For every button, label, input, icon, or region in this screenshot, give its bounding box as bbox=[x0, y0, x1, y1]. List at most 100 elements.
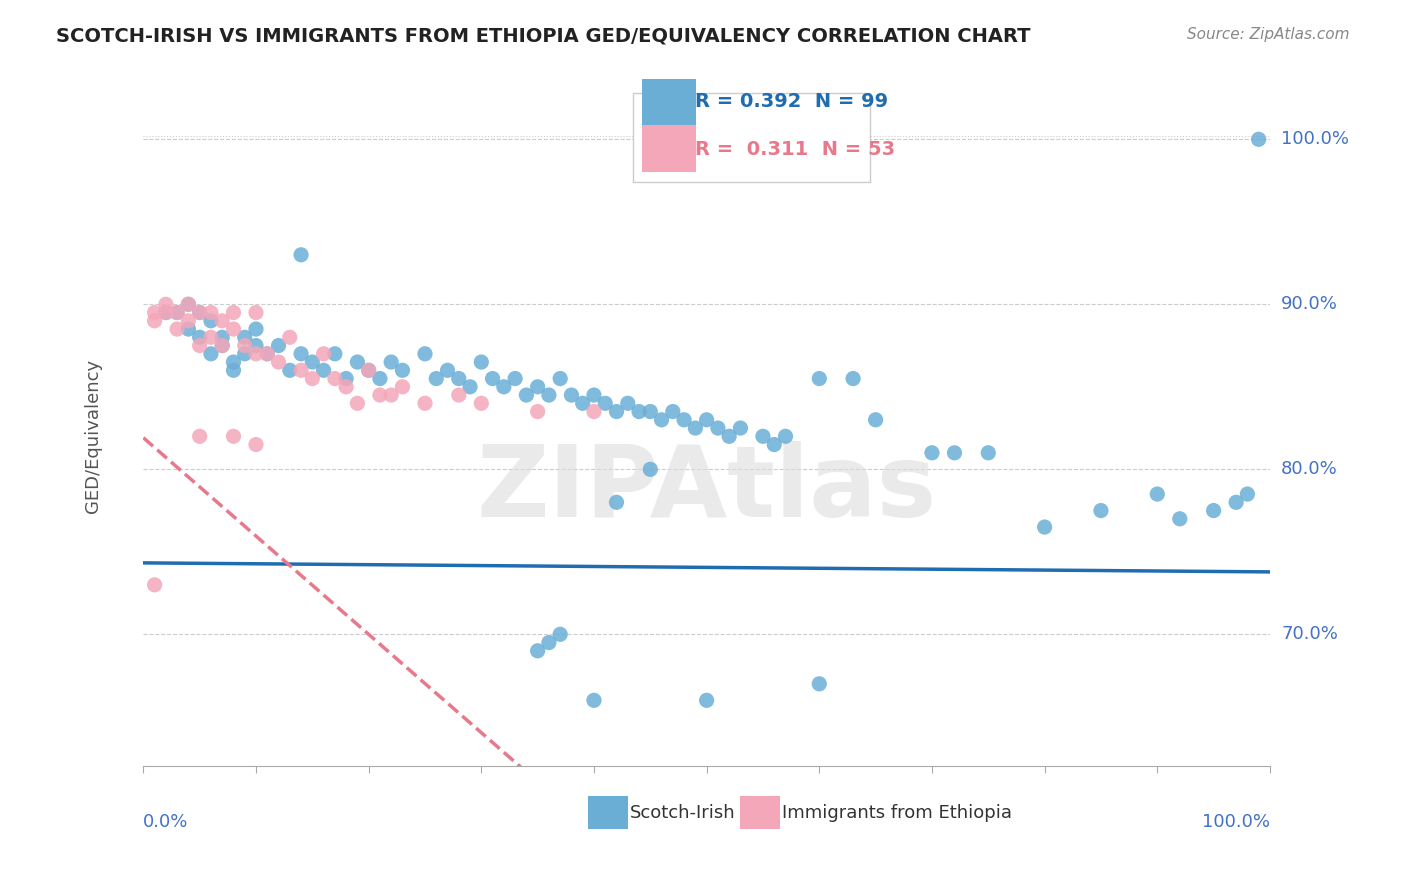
Point bbox=[616, 396, 638, 410]
Point bbox=[380, 388, 402, 402]
Point bbox=[481, 371, 503, 385]
Point bbox=[628, 404, 651, 418]
Text: Scotch-Irish: Scotch-Irish bbox=[630, 804, 735, 822]
Point bbox=[560, 388, 582, 402]
Point bbox=[707, 421, 730, 435]
Point bbox=[458, 380, 481, 394]
Point bbox=[1247, 132, 1270, 146]
Point bbox=[301, 355, 323, 369]
Point bbox=[155, 305, 177, 319]
Point bbox=[651, 413, 673, 427]
Point bbox=[233, 338, 256, 352]
Point bbox=[548, 627, 571, 641]
Point bbox=[143, 305, 166, 319]
Point bbox=[593, 396, 616, 410]
Point bbox=[640, 404, 662, 418]
Point bbox=[278, 330, 301, 344]
Point bbox=[1202, 503, 1225, 517]
Point bbox=[278, 363, 301, 377]
Point bbox=[526, 380, 548, 394]
Point bbox=[301, 371, 323, 385]
Point bbox=[1033, 520, 1056, 534]
Point bbox=[155, 297, 177, 311]
Text: ZIPAtlas: ZIPAtlas bbox=[477, 441, 936, 538]
Point bbox=[537, 388, 560, 402]
Point bbox=[413, 347, 436, 361]
Point bbox=[763, 437, 786, 451]
Point bbox=[155, 305, 177, 319]
Point bbox=[245, 347, 267, 361]
Point bbox=[177, 297, 200, 311]
Point bbox=[752, 429, 775, 443]
FancyBboxPatch shape bbox=[741, 796, 780, 829]
Point bbox=[503, 371, 526, 385]
Point bbox=[582, 388, 605, 402]
Point bbox=[200, 330, 222, 344]
Text: SCOTCH-IRISH VS IMMIGRANTS FROM ETHIOPIA GED/EQUIVALENCY CORRELATION CHART: SCOTCH-IRISH VS IMMIGRANTS FROM ETHIOPIA… bbox=[56, 27, 1031, 45]
Point bbox=[921, 446, 943, 460]
Point bbox=[222, 305, 245, 319]
Point bbox=[245, 437, 267, 451]
Text: R =  0.311  N = 53: R = 0.311 N = 53 bbox=[696, 140, 896, 159]
Point bbox=[200, 314, 222, 328]
Point bbox=[222, 322, 245, 336]
Text: 100.0%: 100.0% bbox=[1281, 130, 1350, 148]
Point bbox=[368, 388, 391, 402]
Text: GED/Equivalency: GED/Equivalency bbox=[83, 359, 101, 514]
Point bbox=[177, 297, 200, 311]
Point bbox=[775, 429, 797, 443]
Point bbox=[808, 677, 831, 691]
Text: Immigrants from Ethiopia: Immigrants from Ethiopia bbox=[782, 804, 1012, 822]
Text: 90.0%: 90.0% bbox=[1281, 295, 1339, 313]
Point bbox=[605, 495, 627, 509]
Point bbox=[323, 371, 346, 385]
Point bbox=[808, 371, 831, 385]
Point bbox=[977, 446, 1000, 460]
Point bbox=[233, 347, 256, 361]
Point bbox=[233, 330, 256, 344]
Point bbox=[188, 429, 211, 443]
Point bbox=[200, 347, 222, 361]
Point bbox=[1090, 503, 1112, 517]
Point bbox=[211, 314, 233, 328]
Point bbox=[166, 305, 188, 319]
Point bbox=[470, 355, 492, 369]
Point bbox=[436, 363, 458, 377]
Point bbox=[368, 371, 391, 385]
Point bbox=[718, 429, 741, 443]
Point bbox=[605, 404, 627, 418]
Text: 0.0%: 0.0% bbox=[143, 813, 188, 830]
Point bbox=[470, 396, 492, 410]
Point bbox=[188, 305, 211, 319]
Point bbox=[391, 363, 413, 377]
Point bbox=[211, 330, 233, 344]
Point bbox=[312, 347, 335, 361]
Point bbox=[548, 371, 571, 385]
Point bbox=[380, 355, 402, 369]
Point bbox=[143, 578, 166, 592]
Point bbox=[492, 380, 515, 394]
Point bbox=[188, 338, 211, 352]
Point bbox=[357, 363, 380, 377]
Point bbox=[346, 396, 368, 410]
Point bbox=[662, 404, 685, 418]
Point bbox=[177, 314, 200, 328]
Point bbox=[640, 462, 662, 476]
Text: R = 0.392  N = 99: R = 0.392 N = 99 bbox=[696, 92, 889, 112]
Point bbox=[1236, 487, 1258, 501]
Text: 100.0%: 100.0% bbox=[1202, 813, 1270, 830]
Point bbox=[245, 322, 267, 336]
Point bbox=[582, 693, 605, 707]
Point bbox=[515, 388, 537, 402]
Point bbox=[335, 380, 357, 394]
Point bbox=[312, 363, 335, 377]
Point bbox=[188, 330, 211, 344]
Point bbox=[290, 363, 312, 377]
Point bbox=[685, 421, 707, 435]
Point bbox=[177, 322, 200, 336]
Point bbox=[425, 371, 447, 385]
Point bbox=[1146, 487, 1168, 501]
Text: 70.0%: 70.0% bbox=[1281, 625, 1339, 643]
FancyBboxPatch shape bbox=[588, 796, 627, 829]
Point bbox=[143, 314, 166, 328]
